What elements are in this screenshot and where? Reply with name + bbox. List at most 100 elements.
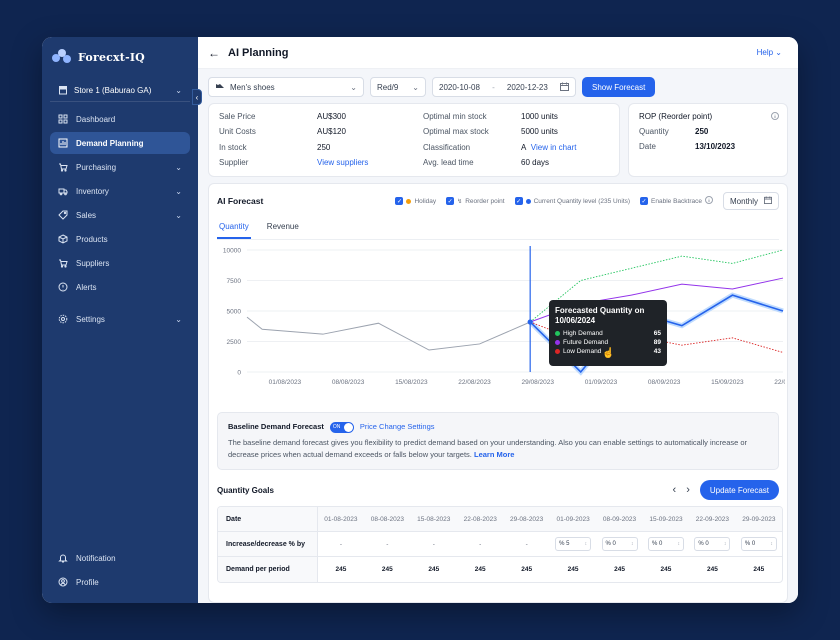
- sidebar: Forecxt-IQ Store 1 (Baburao GA) ⌄ Dashbo…: [42, 37, 198, 603]
- view-in-chart-link[interactable]: View in chart: [530, 142, 577, 152]
- collapse-sidebar-button[interactable]: ‹: [192, 89, 202, 105]
- tooltip-value: 65: [653, 330, 661, 337]
- product-info-card: Sale Price AU$300 Optimal min stock 1000…: [208, 103, 620, 177]
- sidebar-item-dashboard[interactable]: Dashboard: [50, 108, 190, 130]
- current-quantity-checkbox[interactable]: ✓ Current Quantity level (235 Units): [514, 197, 630, 205]
- pct-stepper[interactable]: % 0 ↕: [647, 537, 684, 551]
- update-forecast-button[interactable]: Update Forecast: [699, 480, 779, 500]
- pct-cell: % 0 ↕: [736, 537, 782, 551]
- info-icon[interactable]: [705, 196, 713, 206]
- y-tick-label: 10000: [223, 248, 241, 255]
- variant-select[interactable]: Red/9 ⌄: [370, 77, 426, 97]
- help-label: Help: [756, 48, 774, 57]
- forecast-title: AI Forecast: [217, 196, 264, 206]
- bell-icon: [58, 553, 68, 563]
- classification-value: A View in chart: [521, 143, 631, 153]
- pct-value: % 5: [559, 541, 570, 547]
- pct-cell: % 5 ↕: [550, 537, 596, 551]
- table-row-dates: Date 01-08-2023 08-08-2023 15-08-2023 22-08…: [218, 507, 782, 532]
- pct-stepper[interactable]: % 0 ↕: [740, 537, 777, 551]
- product-select-value: Men's shoes: [230, 82, 275, 92]
- prev-arrow-icon[interactable]: ‹: [672, 484, 677, 496]
- sidebar-item-alerts[interactable]: Alerts: [50, 276, 190, 298]
- supplier-label: Supplier: [219, 157, 249, 167]
- pct-stepper[interactable]: % 0 ↕: [601, 537, 638, 551]
- info-row: Sale Price AU$300 Optimal min stock 1000…: [198, 101, 798, 177]
- brand-logo[interactable]: Forecxt-IQ: [42, 37, 198, 75]
- demand-cell: 245: [474, 566, 486, 573]
- sidebar-item-profile[interactable]: Profile: [50, 571, 190, 593]
- sidebar-item-notification[interactable]: Notification: [50, 547, 190, 569]
- chevron-down-icon: ⌄: [412, 82, 419, 92]
- help-menu[interactable]: Help ⌄: [757, 48, 782, 57]
- sidebar-item-products[interactable]: Products: [50, 228, 190, 250]
- pct-value: % 0: [651, 541, 663, 547]
- baseline-title: Baseline Demand Forecast: [228, 422, 324, 431]
- app-window: Forecxt-IQ Store 1 (Baburao GA) ⌄ Dashbo…: [42, 37, 798, 603]
- product-select[interactable]: Men's shoes ⌄: [208, 77, 364, 97]
- view-suppliers-link[interactable]: View suppliers: [317, 157, 369, 167]
- period-select[interactable]: Monthly: [723, 192, 779, 210]
- next-arrow-icon[interactable]: ›: [686, 484, 690, 496]
- date-cell: 01-09-2023: [556, 515, 590, 523]
- sidebar-item-sales[interactable]: Sales ⌄: [50, 204, 190, 226]
- forecast-tooltip: Forecasted Quantity on 10/06/2024 High D…: [549, 300, 667, 366]
- chart-box-icon: [58, 138, 68, 148]
- in-stock-label: In stock: [219, 142, 247, 152]
- store-selector[interactable]: Store 1 (Baburao GA) ⌄: [50, 79, 190, 102]
- x-tick-label: 22/09/2023: [774, 379, 785, 386]
- show-forecast-button[interactable]: Show Forecast: [582, 77, 656, 97]
- pct-stepper[interactable]: % 5 ↕: [555, 537, 592, 551]
- forecast-chart[interactable]: 0 2500 5000 7500 10000 01/08/2023 08/08/2023 15…: [217, 244, 798, 404]
- main-content: ← AI Planning Help ⌄ Men's shoes ⌄ Red/9…: [198, 37, 798, 603]
- tooltip-value: 89: [653, 339, 661, 346]
- cart-icon: [58, 162, 68, 172]
- sidebar-item-demand-planning[interactable]: Demand Planning: [50, 132, 190, 154]
- stepper-icon: ↕: [770, 541, 773, 547]
- sidebar-item-purchasing[interactable]: Purchasing ⌄: [50, 156, 190, 178]
- tooltip-label: High Demand: [563, 330, 603, 337]
- truck-icon: [58, 186, 68, 196]
- tab-quantity[interactable]: Quantity: [217, 218, 251, 239]
- baseline-toggle[interactable]: ON: [329, 421, 354, 433]
- info-icon[interactable]: [771, 112, 779, 122]
- alert-icon: [58, 282, 68, 292]
- demand-cell: 245: [753, 566, 765, 573]
- gear-icon: [58, 314, 68, 324]
- tab-revenue[interactable]: Revenue: [266, 222, 299, 231]
- date-cell: 29-09-2023: [742, 515, 776, 523]
- date-cell: 22-08-2023: [463, 515, 497, 523]
- low-demand-dot: [555, 349, 560, 354]
- tag-icon: [58, 210, 68, 220]
- learn-more-link[interactable]: Learn More: [473, 450, 515, 459]
- unit-costs-label: Unit Costs: [219, 127, 256, 137]
- sidebar-item-label: Purchasing: [76, 162, 117, 172]
- row-label: Increase/decrease % by: [218, 532, 318, 556]
- tooltip-value: 43: [653, 348, 661, 355]
- stepper-icon: ↕: [631, 541, 634, 547]
- backtrace-checkbox[interactable]: ✓ Enable Backtrace: [640, 196, 713, 206]
- checkmark-icon: ✓: [640, 197, 649, 205]
- pct-stepper[interactable]: % 0 ↕: [694, 537, 731, 551]
- baseline-panel: Baseline Demand Forecast ON Price Change…: [217, 412, 779, 470]
- pct-value: % 0: [744, 541, 756, 547]
- sidebar-item-settings[interactable]: Settings ⌄: [50, 308, 190, 330]
- history-line: [246, 316, 531, 351]
- sidebar-item-label: Suppliers: [76, 258, 110, 268]
- tooltip-row-low: Low Demand 43: [555, 348, 661, 355]
- x-tick-label: 15/08/2023: [395, 379, 428, 386]
- store-name: Store 1 (Baburao GA): [74, 85, 152, 95]
- reorder-checkbox[interactable]: ✓ ↯ Reorder point: [446, 197, 505, 205]
- sidebar-bottom: Notification Profile: [42, 545, 198, 595]
- back-arrow-icon[interactable]: ←: [208, 45, 220, 60]
- date-cell: 15-09-2023: [649, 515, 683, 523]
- rop-quantity-label: Quantity: [639, 127, 669, 136]
- price-change-settings-link[interactable]: Price Change Settings: [359, 422, 435, 431]
- filter-bar: Men's shoes ⌄ Red/9 ⌄ 2020-10-08 - 2020-…: [198, 69, 798, 101]
- holiday-checkbox[interactable]: ✓ Holiday: [395, 197, 436, 205]
- sidebar-item-suppliers[interactable]: Suppliers: [50, 252, 190, 274]
- sidebar-item-label: Inventory: [76, 186, 109, 196]
- forecast-start-point: [527, 319, 533, 325]
- sidebar-item-inventory[interactable]: Inventory ⌄: [50, 180, 190, 202]
- date-range-picker[interactable]: 2020-10-08 - 2020-12-23: [432, 77, 576, 97]
